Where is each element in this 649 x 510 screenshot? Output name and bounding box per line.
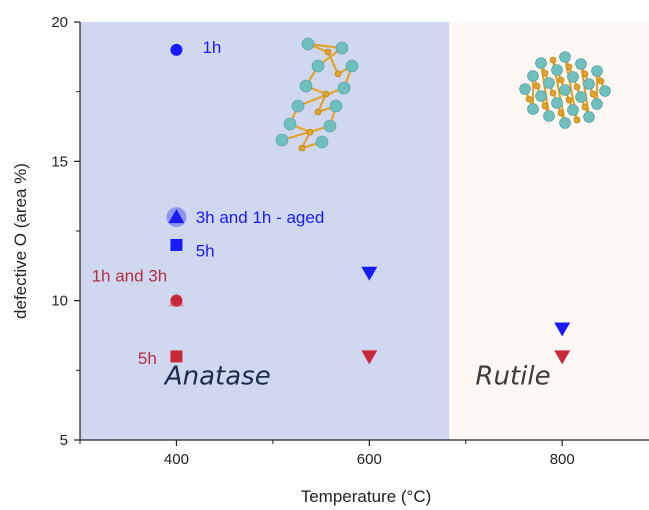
titanium-atom [335,41,349,55]
annotations: 1h 3h and 1h - aged 5h 1h and 3h 5h Anatase Ru… [92,38,551,392]
phase-label: Rutile [475,362,550,392]
data-point-triangle-down [554,350,571,365]
data-point-triangle-down [361,350,378,365]
phase-label: Anatase [163,362,271,392]
titanium-atom [337,81,351,95]
data-point-triangle-down [361,266,378,281]
crystal-bond [281,124,331,142]
oxygen-atom [597,77,605,85]
oxygen-atom [549,56,557,64]
titanium-atom [599,85,611,97]
axes [74,21,649,446]
titanium-atom [323,119,337,133]
titanium-atom [543,110,555,122]
x-tick-label: 600 [357,451,382,468]
x-tick-label: 800 [550,451,575,468]
annotation-label: 5h [196,242,215,261]
region-anatase [80,22,450,440]
titanium-atom [591,98,603,110]
titanium-atom [567,104,579,116]
titanium-atom [583,78,595,90]
oxygen-atom [322,90,330,98]
titanium-atom [519,83,531,95]
data-point-triangle-up [168,209,185,224]
titanium-atom [527,70,539,82]
titanium-atom [551,64,563,76]
annotation-label: 1h [202,38,221,57]
data-points [166,43,571,365]
oxygen-atom [557,76,565,84]
annotation-label: 3h and 1h - aged [196,208,325,227]
y-tick-label: 20 [51,14,68,31]
oxygen-atom [324,48,332,56]
oxygen-atom [573,116,581,124]
annotation-label: 1h and 3h [92,267,168,286]
titanium-atom [575,58,587,70]
titanium-atom [315,135,329,149]
oxygen-atom [334,70,342,78]
data-point-circle [170,43,183,56]
rutile-crystal-structure-image [519,51,611,129]
titanium-atom [283,117,297,131]
oxygen-atom [589,90,597,98]
y-tick-label: 5 [60,432,68,449]
titanium-atom [559,117,571,129]
region-rutile [449,22,649,440]
oxygen-atom [565,96,573,104]
titanium-atom [345,59,359,73]
titanium-atom [311,59,325,73]
titanium-atom [301,37,315,51]
oxygen-atom [557,109,565,117]
x-tick-label: 400 [164,451,189,468]
titanium-atom [527,103,539,115]
oxygen-atom [581,103,589,111]
crystal-bond [297,86,345,108]
oxygen-atom [314,108,322,116]
y-tick-label: 10 [51,293,68,310]
titanium-atom [535,90,547,102]
anatase-crystal-structure-image [275,37,359,152]
tick-labels: 400 600 800 5 10 15 20 [51,14,574,468]
phase-regions [80,22,649,440]
y-axis-title: defective O (area %) [11,163,30,319]
oxygen-atom [541,102,549,110]
titanium-atom [535,57,547,69]
titanium-atom [591,65,603,77]
titanium-atom [559,84,571,96]
titanium-atom [559,51,571,63]
titanium-atom [543,77,555,89]
titanium-atom [551,97,563,109]
oxygen-atom [541,69,549,77]
y-tick-label: 15 [51,153,68,170]
titanium-atom [299,79,313,93]
oxygen-atom [306,128,314,136]
data-point-triangle-down [554,322,571,337]
data-point-square [170,238,183,251]
titanium-atom [329,99,343,113]
oxygen-atom [565,63,573,71]
data-point-circle [170,294,183,307]
crystal-bond [326,51,340,75]
titanium-atom [567,71,579,83]
oxygen-atom [533,82,541,90]
titanium-atom [291,99,305,113]
titanium-atom [583,111,595,123]
x-axis-title: Temperature (°C) [301,487,432,506]
titanium-atom [575,91,587,103]
oxygen-atom [525,95,533,103]
titanium-atom [275,133,289,147]
oxygen-atom [581,70,589,78]
oxygen-atom [573,83,581,91]
oxygen-atom [298,144,306,152]
data-point-square [170,350,183,363]
oxygen-atom [549,89,557,97]
annotation-label: 5h [138,349,157,368]
